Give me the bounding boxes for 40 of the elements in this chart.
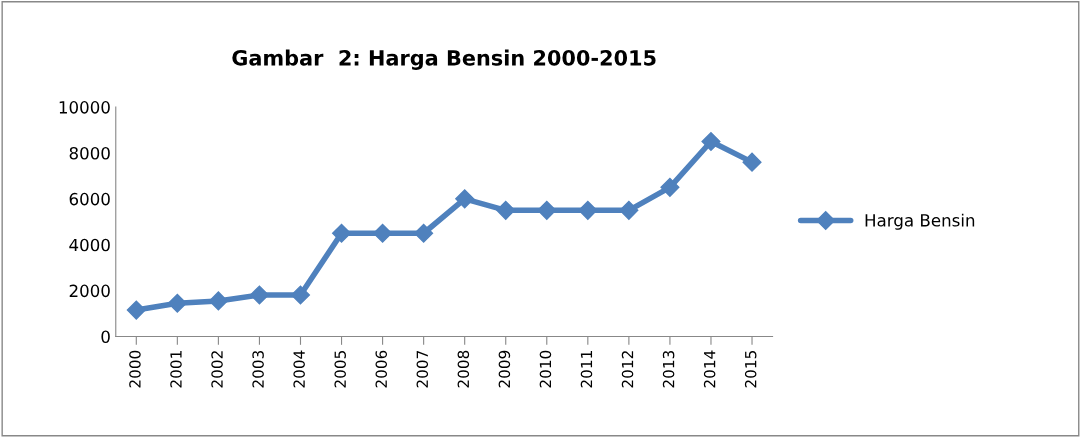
y-tick-label: 2000	[69, 284, 110, 298]
x-tick-label: 2001	[170, 351, 182, 388]
point	[537, 200, 557, 220]
x-tick-label: 2013	[662, 350, 675, 388]
point	[373, 223, 393, 243]
point	[167, 293, 187, 313]
x-tick-label: 2015	[744, 351, 757, 388]
point	[742, 152, 762, 172]
x-tick-label: 2000	[129, 350, 141, 388]
point	[619, 200, 639, 220]
point	[332, 223, 352, 243]
point	[414, 223, 434, 243]
point	[249, 285, 269, 305]
point	[660, 177, 680, 197]
point	[455, 189, 475, 209]
x-tick-label: 2005	[334, 351, 346, 388]
point	[290, 285, 311, 305]
x-tick-label: 2007	[416, 350, 429, 388]
x-tick-label: 2010	[539, 350, 552, 388]
x-tick-label: 2003	[252, 350, 264, 388]
chart-title: Gambar 2: Harga Bensin 2000-2015	[232, 49, 656, 70]
x-tick-label: 2011	[580, 351, 593, 388]
x-tick-label: 2012	[621, 351, 634, 388]
y-tick-label: 8000	[69, 146, 110, 160]
x-tick-label: 2009	[498, 350, 511, 388]
y-tick-label: 10000	[59, 101, 110, 114]
x-tick-label: 2006	[375, 350, 388, 388]
x-tick-label: 2014	[703, 350, 716, 388]
point	[208, 291, 228, 311]
point	[701, 131, 721, 152]
x-tick-label: 2004	[293, 350, 305, 388]
y-tick-label: 0	[101, 330, 110, 344]
point	[126, 300, 146, 320]
x-tick-label: 2002	[211, 351, 223, 388]
legend-label: Harga Bensin	[865, 213, 975, 230]
y-tick-label: 4000	[69, 238, 110, 252]
point	[496, 200, 516, 220]
point	[578, 200, 598, 220]
x-tick-label: 2008	[457, 350, 470, 388]
y-tick-label: 6000	[69, 192, 110, 206]
